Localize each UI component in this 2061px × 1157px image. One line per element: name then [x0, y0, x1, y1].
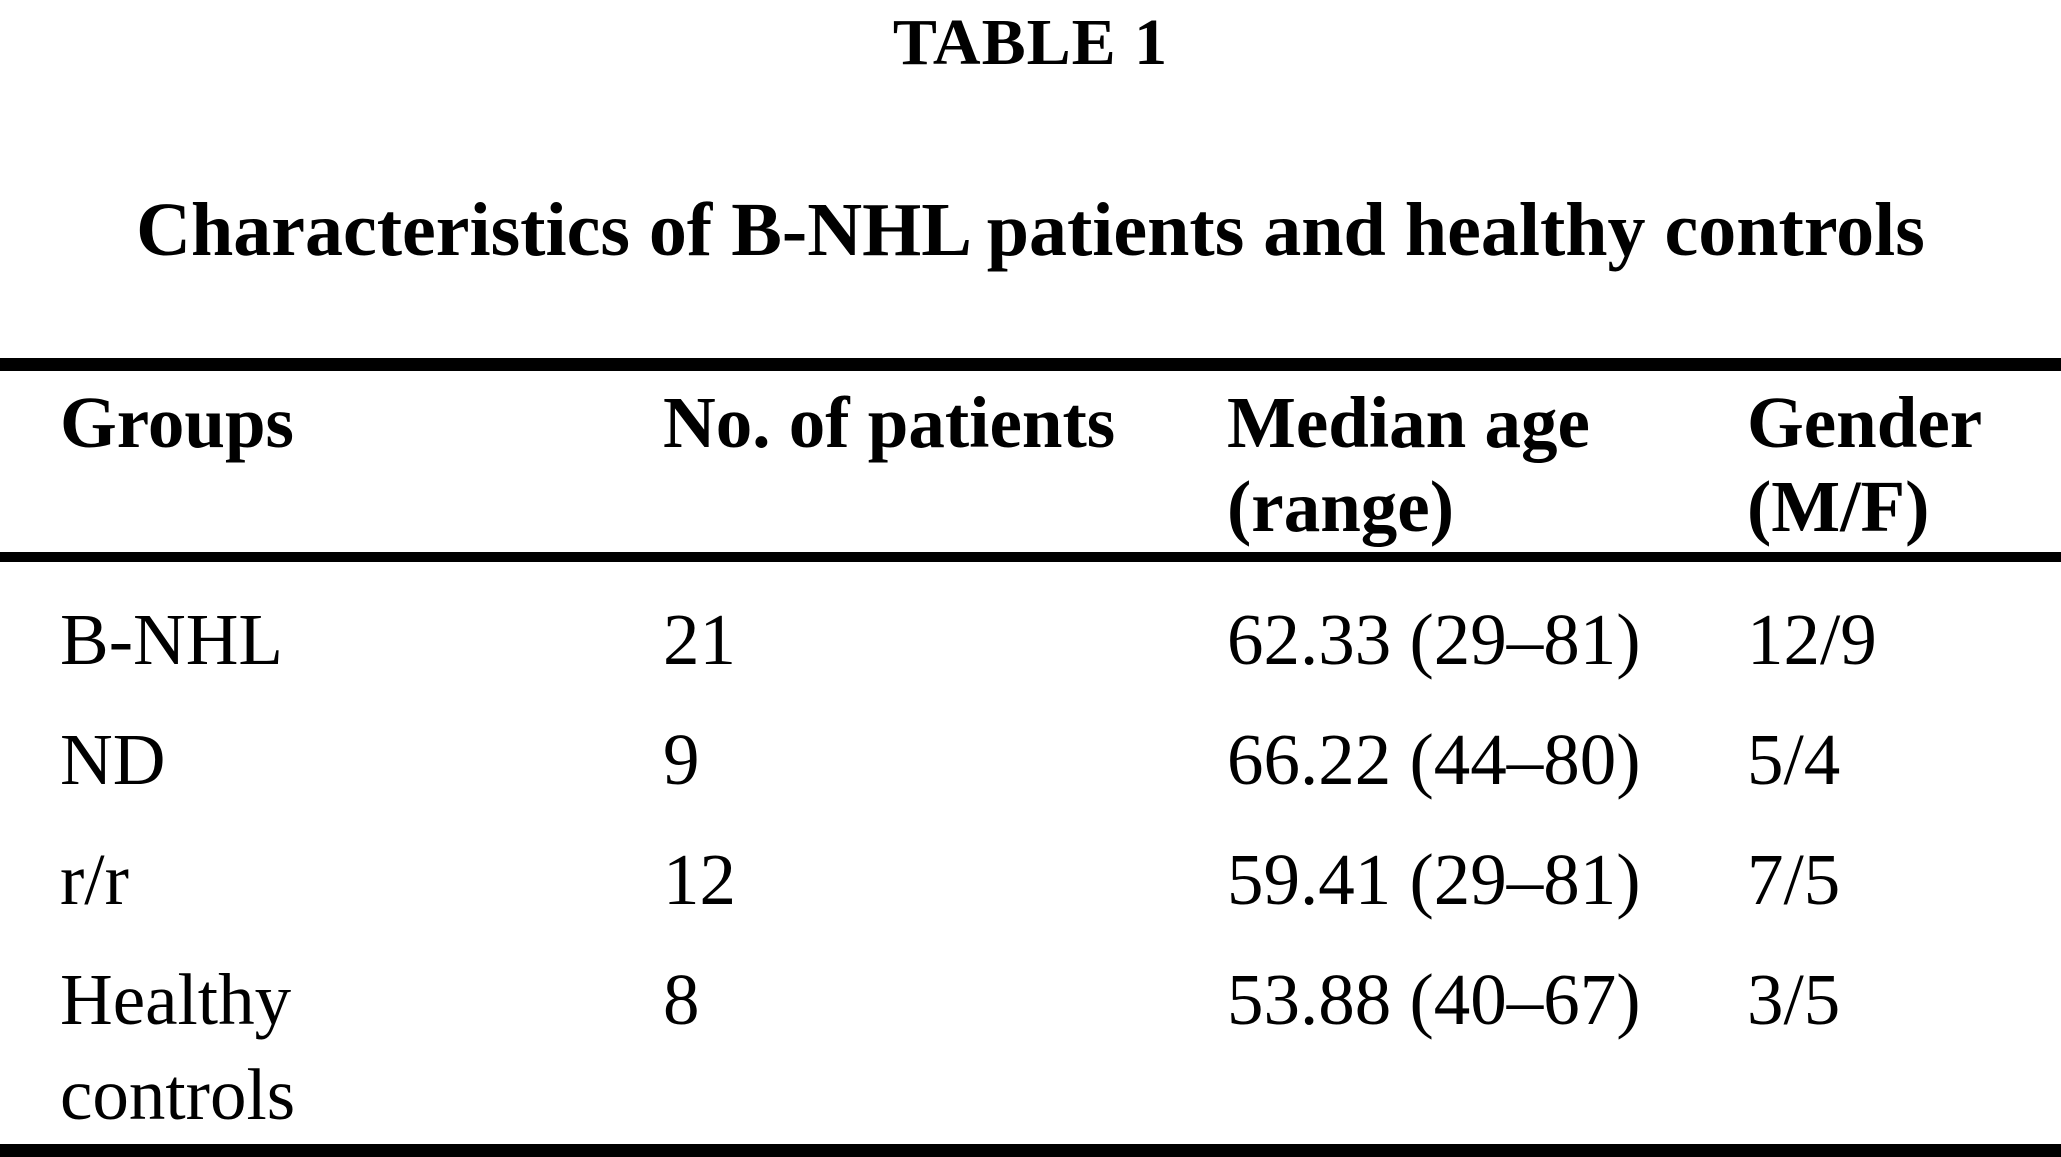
gender-cell: 5/4	[1747, 700, 2061, 820]
patients-cell: 8	[663, 940, 1227, 1151]
column-header-patients: No. of patients	[663, 364, 1227, 562]
gender-cell: 12/9	[1747, 557, 2061, 700]
patients-value: 9	[663, 719, 700, 800]
gender-value: 5/4	[1747, 719, 1841, 800]
header-row: Groups No. of patients Median age (range…	[0, 364, 2061, 562]
column-header-label: No. of patients	[663, 382, 1116, 463]
group-cell: ND	[0, 700, 663, 820]
column-header-median-age: Median age (range)	[1227, 364, 1747, 562]
table-number-heading: TABLE 1	[892, 6, 1169, 79]
group-value: r/r	[60, 839, 129, 920]
patients-value: 8	[663, 959, 700, 1040]
patients-cell: 9	[663, 700, 1227, 820]
median-age-cell: 53.88 (40–67)	[1227, 940, 1747, 1151]
gender-cell: 3/5	[1747, 940, 2061, 1151]
group-cell: B-NHL	[0, 557, 663, 700]
table-caption: Characteristics of B-NHL patients and he…	[136, 188, 1925, 272]
group-value: B-NHL	[60, 599, 284, 680]
group-cell: Healthy controls	[0, 940, 663, 1151]
table-row: Healthy controls 8 53.88 (40–67) 3/5	[0, 940, 2061, 1151]
median-age-cell: 62.33 (29–81)	[1227, 557, 1747, 700]
patients-value: 21	[663, 599, 736, 680]
characteristics-table: Groups No. of patients Median age (range…	[0, 358, 2061, 1157]
column-header-groups: Groups	[0, 364, 663, 562]
column-header-label: Median age (range)	[1227, 382, 1590, 547]
median-age-value: 59.41 (29–81)	[1227, 839, 1641, 920]
median-age-value: 66.22 (44–80)	[1227, 719, 1641, 800]
gender-cell: 7/5	[1747, 820, 2061, 940]
median-age-cell: 66.22 (44–80)	[1227, 700, 1747, 820]
median-age-cell: 59.41 (29–81)	[1227, 820, 1747, 940]
column-header-label: Gender (M/F)	[1747, 382, 1981, 547]
table-row: B-NHL 21 62.33 (29–81) 12/9	[0, 557, 2061, 700]
table-row: r/r 12 59.41 (29–81) 7/5	[0, 820, 2061, 940]
column-header-gender: Gender (M/F)	[1747, 364, 2061, 562]
gender-value: 12/9	[1747, 599, 1877, 680]
patients-cell: 12	[663, 820, 1227, 940]
table-row: ND 9 66.22 (44–80) 5/4	[0, 700, 2061, 820]
group-cell: r/r	[0, 820, 663, 940]
gender-value: 3/5	[1747, 959, 1841, 1040]
patients-cell: 21	[663, 557, 1227, 700]
median-age-value: 62.33 (29–81)	[1227, 599, 1641, 680]
median-age-value: 53.88 (40–67)	[1227, 959, 1641, 1040]
patients-value: 12	[663, 839, 736, 920]
column-header-label: Groups	[60, 382, 294, 463]
gender-value: 7/5	[1747, 839, 1841, 920]
group-value: Healthy controls	[60, 959, 296, 1135]
group-value: ND	[60, 719, 166, 800]
